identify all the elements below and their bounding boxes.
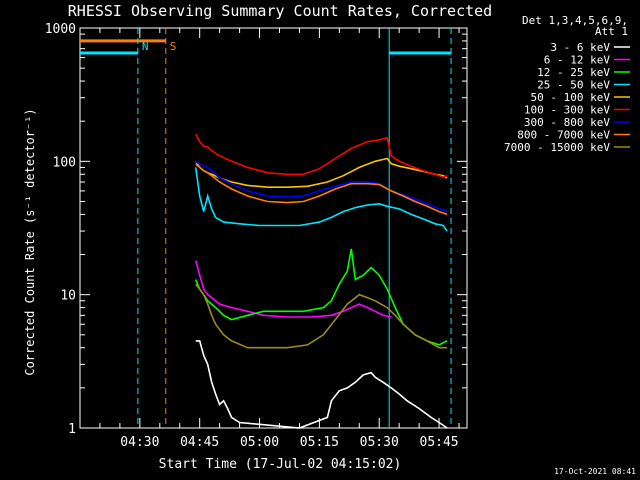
- x-tick-label: 05:00: [240, 435, 279, 450]
- legend-label: 50 - 100 keV: [531, 91, 611, 104]
- legend-label: 100 - 300 keV: [524, 104, 610, 117]
- legend-header-line: Det 1,3,4,5,6,9,: [522, 14, 628, 27]
- plot-frame: [79, 27, 468, 429]
- chart-title: RHESSI Observing Summary Count Rates, Co…: [68, 2, 492, 20]
- x-tick-label: 05:30: [360, 435, 399, 450]
- x-tick-label: 04:45: [180, 435, 219, 450]
- plot-area: 1 10 100 1000 04:30 04:45 05:00 05:15 05:30 05:45…: [45, 22, 468, 450]
- legend-label: 800 - 7000 keV: [517, 129, 610, 142]
- legend-label: 3 - 6 keV: [550, 41, 610, 54]
- annotation-label: N: [142, 40, 149, 53]
- series-line: [195, 283, 448, 349]
- legend-label: 300 - 800 keV: [524, 116, 610, 129]
- x-axis-label: Start Time (17-Jul-02 04:15:02): [159, 457, 402, 472]
- y-tick-label: 1: [68, 422, 76, 437]
- series-line: [195, 160, 448, 213]
- legend-label: 25 - 50 keV: [537, 79, 610, 92]
- y-tick-label: 1000: [45, 22, 76, 37]
- y-tick-label: 10: [60, 289, 76, 304]
- y-tick-label: 100: [53, 155, 76, 170]
- x-tick-label: 04:30: [120, 435, 159, 450]
- series-line: [194, 248, 448, 346]
- timestamp: 17-Oct-2021 08:41: [554, 467, 636, 476]
- legend-label: 7000 - 15000 keV: [504, 141, 610, 154]
- legend-label: 12 - 25 keV: [537, 66, 610, 79]
- series-line: [194, 260, 392, 318]
- annotation-label: S: [170, 40, 177, 53]
- x-tick-label: 05:45: [420, 435, 459, 450]
- series-line: [194, 167, 448, 232]
- y-axis-label: Corrected Count Rate (s⁻¹ detector⁻¹): [23, 108, 37, 375]
- series-line: [195, 163, 448, 216]
- legend-label: 6 - 12 keV: [544, 54, 611, 67]
- series-line: [195, 340, 448, 429]
- legend-header-line: Att 1: [595, 25, 628, 38]
- series-line: [194, 133, 448, 179]
- x-tick-label: 05:15: [300, 435, 339, 450]
- legend-header: Det 1,3,4,5,6,9,Att 1: [522, 14, 628, 38]
